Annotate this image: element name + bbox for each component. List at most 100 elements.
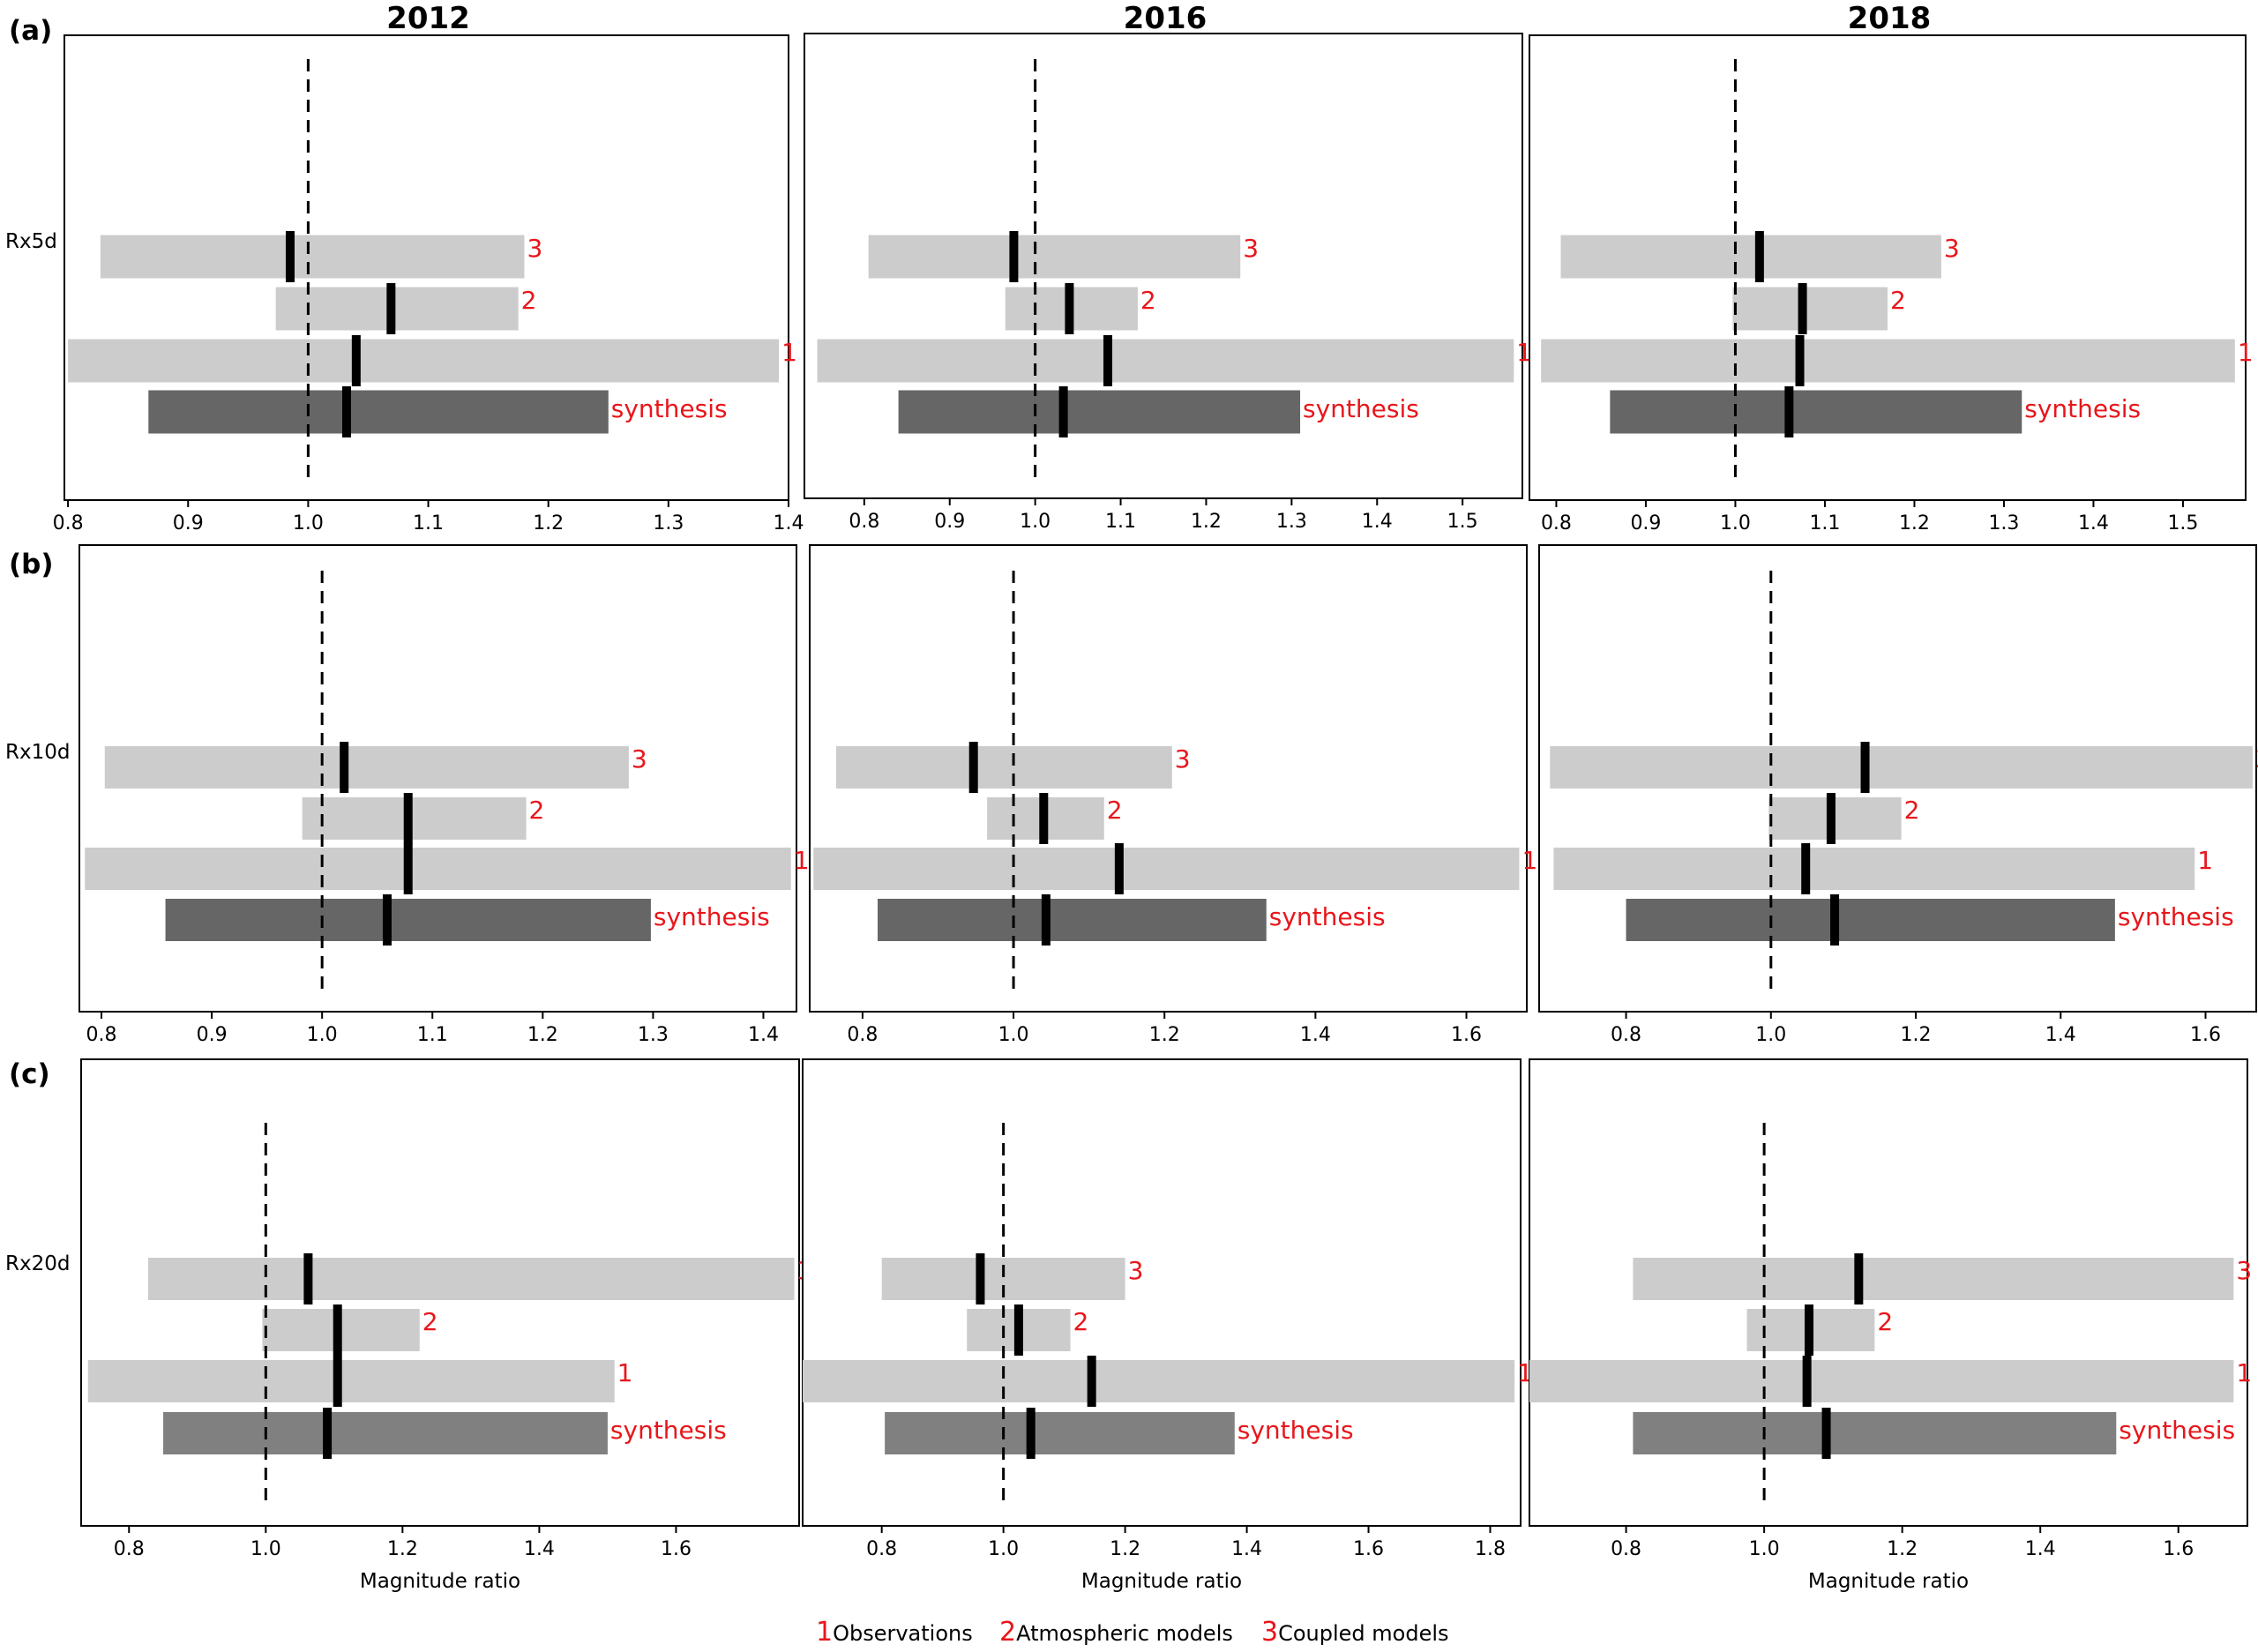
bar-1 bbox=[1541, 339, 2235, 383]
bar-3 bbox=[1633, 1258, 2234, 1300]
x-tick-label: 1.6 bbox=[1353, 1538, 1384, 1560]
best-estimate-marker-2 bbox=[403, 793, 413, 844]
bar-label-1: 1 bbox=[617, 1358, 633, 1387]
x-tick-label: 1.2 bbox=[1899, 512, 1930, 534]
x-axis-label: Magnitude ratio bbox=[1808, 1570, 1969, 1593]
best-estimate-marker-3 bbox=[1754, 231, 1764, 282]
x-tick-label: 0.9 bbox=[1630, 512, 1661, 534]
x-tick-label: 1.3 bbox=[1988, 512, 2019, 534]
bar-synthesis bbox=[1610, 390, 2022, 434]
bar-1 bbox=[817, 339, 1514, 383]
bar-label-2: 2 bbox=[1877, 1307, 1893, 1336]
best-estimate-marker-1 bbox=[1103, 335, 1113, 386]
best-estimate-marker-synthesis bbox=[323, 1408, 333, 1459]
best-estimate-marker-synthesis bbox=[1058, 386, 1068, 437]
best-estimate-marker-3 bbox=[968, 742, 978, 793]
best-estimate-marker-3 bbox=[285, 231, 295, 282]
x-tick-label: 0.8 bbox=[1611, 1538, 1641, 1560]
x-tick-label: 1.8 bbox=[1475, 1538, 1506, 1560]
series-bars: 3 2 1 synthesis bbox=[68, 234, 797, 434]
series-bars: 3 2 1 synthesis bbox=[817, 234, 1532, 434]
bar-label-2: 2 bbox=[521, 286, 537, 315]
chart-panel-5: 3 2 1 synthesis 0.8 1.0 1.2 1.4 1.6 bbox=[809, 544, 1537, 1046]
best-estimate-marker-synthesis bbox=[1041, 894, 1050, 946]
best-estimate-marker-synthesis bbox=[1784, 386, 1794, 437]
x-tick-label: 1.1 bbox=[417, 1024, 448, 1046]
best-estimate-marker-1 bbox=[1802, 1356, 1812, 1407]
bar-1 bbox=[87, 1360, 615, 1402]
best-estimate-marker-3 bbox=[976, 1253, 985, 1304]
bar-3 bbox=[835, 746, 1172, 789]
x-tick-label: 1.5 bbox=[2167, 512, 2198, 534]
x-tick-label: 0.8 bbox=[114, 1538, 145, 1560]
best-estimate-marker-3 bbox=[1009, 231, 1019, 282]
x-tick-label: 1.2 bbox=[1149, 1024, 1180, 1046]
x-tick-label: 0.8 bbox=[849, 511, 879, 533]
x-tick-label: 1.1 bbox=[1105, 511, 1136, 533]
x-tick-label: 1.6 bbox=[1451, 1024, 1482, 1046]
best-estimate-marker-3 bbox=[340, 742, 349, 793]
chart-panel-2: 3 2 1 synthesis 0.8 0.9 1.0 1.1 1.2 1.3 1.4 1.5 2016 bbox=[804, 1, 1532, 533]
bar-1 bbox=[85, 848, 791, 890]
x-axis: 0.8 1.0 1.2 1.4 1.6 1.8 bbox=[866, 1526, 1506, 1560]
bar-synthesis bbox=[1626, 899, 2115, 941]
bar-3 bbox=[1550, 746, 2253, 789]
x-tick-label: 0.8 bbox=[847, 1024, 878, 1046]
series-bars: 3 2 1 synthesis bbox=[85, 744, 810, 941]
x-tick-label: 0.8 bbox=[86, 1024, 117, 1046]
x-tick-label: 0.8 bbox=[53, 512, 84, 534]
x-tick-label: 1.0 bbox=[1749, 1538, 1780, 1560]
bar-synthesis bbox=[163, 1412, 608, 1454]
best-estimate-marker-1 bbox=[333, 1356, 342, 1407]
x-axis: 0.8 0.9 1.0 1.1 1.2 1.3 1.4 1.5 bbox=[1541, 500, 2198, 534]
x-axis: 0.8 0.9 1.0 1.1 1.2 1.3 1.4 bbox=[53, 500, 804, 534]
x-tick-label: 1.2 bbox=[387, 1538, 418, 1560]
legend-item-observations: 1Observations bbox=[816, 1617, 973, 1648]
x-tick-label: 1.2 bbox=[1901, 1024, 1932, 1046]
bar-synthesis bbox=[878, 899, 1267, 941]
x-tick-label: 1.4 bbox=[2045, 1024, 2076, 1046]
x-tick-label: 1.4 bbox=[1362, 511, 1393, 533]
x-axis-label: Magnitude ratio bbox=[1081, 1570, 1242, 1593]
bar-3 bbox=[1560, 235, 1941, 279]
chart-panel-7: 321synthesis0.81.01.21.41.6Rx20dMagnitud… bbox=[5, 1058, 812, 1593]
x-tick-label: 1.2 bbox=[1110, 1538, 1140, 1560]
bar-label-1: 1 bbox=[2238, 338, 2254, 367]
x-tick-label: 1.4 bbox=[748, 1024, 779, 1046]
best-estimate-marker-1 bbox=[1795, 335, 1805, 386]
legend: 1Observations 2Atmospheric models 3Coupl… bbox=[0, 1617, 2258, 1652]
best-estimate-marker-2 bbox=[333, 1304, 342, 1356]
bar-label-3: 3 bbox=[632, 744, 647, 774]
best-estimate-marker-2 bbox=[1804, 1304, 1813, 1356]
x-tick-label: 1.6 bbox=[2163, 1538, 2194, 1560]
best-estimate-marker-1 bbox=[1801, 843, 1811, 894]
best-estimate-marker-2 bbox=[1826, 793, 1836, 844]
legend-item-coupled-models: 3Coupled models bbox=[1261, 1617, 1449, 1648]
bar-label-synthesis: synthesis bbox=[610, 1416, 727, 1445]
bar-label-3: 3 bbox=[2255, 744, 2258, 774]
x-tick-label: 0.9 bbox=[173, 512, 204, 534]
bar-3 bbox=[100, 235, 525, 279]
best-estimate-marker-3 bbox=[1860, 742, 1870, 793]
x-axis-label: Magnitude ratio bbox=[360, 1570, 520, 1593]
x-tick-label: 1.2 bbox=[527, 1024, 558, 1046]
legend-number: 3 bbox=[1261, 1617, 1279, 1648]
best-estimate-marker-synthesis bbox=[1821, 1408, 1831, 1459]
bar-label-3: 3 bbox=[2236, 1256, 2252, 1285]
column-title: 2012 bbox=[386, 1, 470, 36]
legend-label: Atmospheric models bbox=[1016, 1621, 1233, 1646]
bar-label-2: 2 bbox=[1107, 796, 1123, 825]
legend-number: 1 bbox=[816, 1617, 834, 1648]
best-estimate-marker-2 bbox=[1798, 283, 1807, 334]
x-tick-label: 1.1 bbox=[413, 512, 444, 534]
bar-2 bbox=[302, 797, 527, 840]
series-bars: 3 2 1 synthesis bbox=[1541, 234, 2254, 434]
bar-label-1: 1 bbox=[2236, 1358, 2252, 1387]
best-estimate-marker-synthesis bbox=[1026, 1408, 1036, 1459]
bar-label-synthesis: synthesis bbox=[2024, 394, 2141, 423]
column-title: 2016 bbox=[1124, 1, 1208, 36]
best-estimate-marker-1 bbox=[1087, 1356, 1096, 1407]
bar-label-synthesis: synthesis bbox=[1269, 902, 1386, 931]
x-axis: 0.8 0.9 1.0 1.1 1.2 1.3 1.4 bbox=[86, 1012, 779, 1046]
